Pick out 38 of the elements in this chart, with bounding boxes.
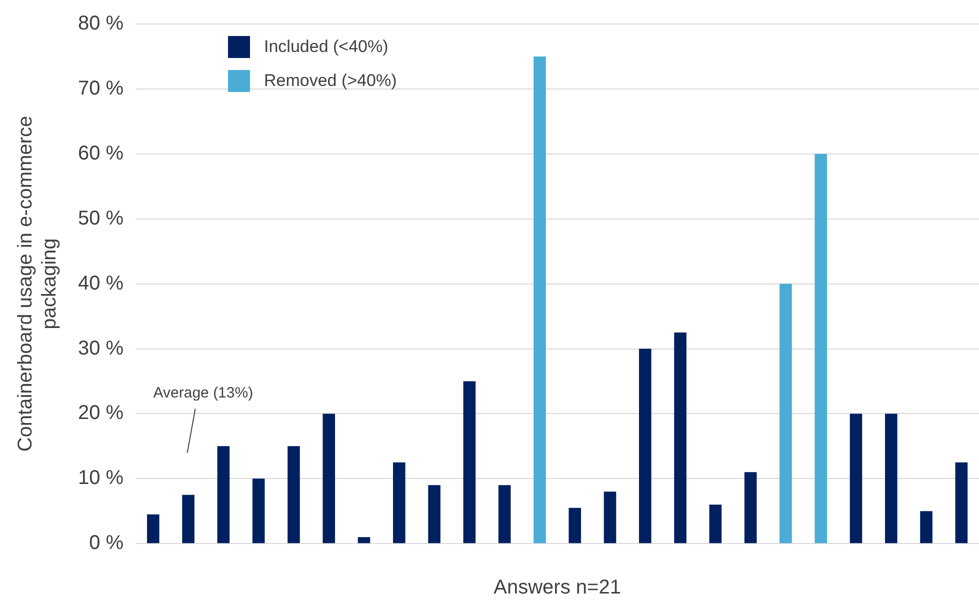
bar — [568, 508, 582, 544]
bar — [604, 492, 616, 544]
bar — [920, 511, 932, 544]
y-tick-label: 40 % — [78, 272, 124, 294]
bar — [674, 332, 686, 544]
y-tick-label: 10 % — [78, 467, 124, 490]
bar — [639, 348, 652, 544]
bar — [884, 414, 898, 544]
y-tick-label: 70 % — [78, 77, 124, 100]
bar — [744, 472, 757, 544]
bar — [217, 446, 230, 544]
annotation: Average (13%) — [153, 384, 254, 402]
bar — [288, 446, 300, 544]
bar — [780, 284, 792, 544]
bar — [182, 494, 194, 544]
x-axis-title: Answers n=21 — [494, 576, 621, 599]
bar — [147, 514, 160, 544]
y-axis-title: Containerboard usage in e-commerce packaging — [14, 116, 61, 452]
bar — [709, 504, 722, 544]
y-tick-label: 60 % — [78, 142, 124, 164]
bar — [955, 462, 968, 544]
bar — [498, 485, 511, 544]
legend-label: Removed (>40%) — [264, 71, 397, 91]
y-tick-label: 50 % — [78, 207, 124, 230]
bar — [252, 478, 265, 544]
bar — [322, 414, 336, 544]
y-tick-label: 20 % — [78, 402, 124, 424]
bar — [850, 414, 862, 544]
bar — [428, 485, 440, 544]
legend-label: Included (<40%) — [264, 37, 388, 57]
bar — [814, 154, 828, 544]
bar — [393, 462, 406, 544]
y-tick-label: 0 % — [89, 532, 124, 554]
bar — [534, 56, 546, 544]
bar — [358, 537, 370, 544]
y-tick-label: 80 % — [78, 12, 124, 35]
y-tick-label: 30 % — [78, 337, 124, 360]
bar — [463, 381, 476, 544]
